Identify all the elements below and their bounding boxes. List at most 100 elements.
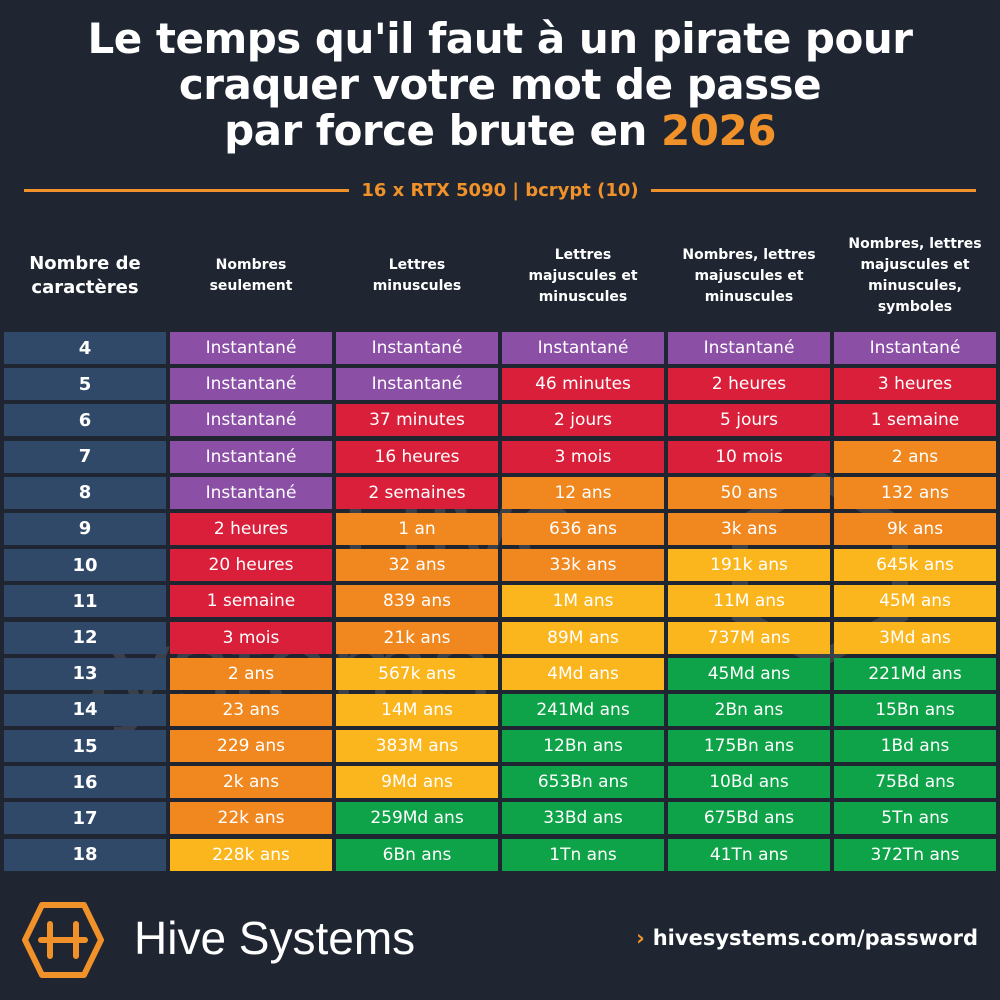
time-cell: Instantané — [170, 332, 332, 364]
time-cell: 89M ans — [502, 621, 664, 654]
column-header-1: Nombres seulement — [170, 226, 332, 326]
time-cell: 11M ans — [668, 585, 830, 618]
column-header-5: Nombres, lettres majuscules et minuscules,… — [834, 226, 996, 326]
time-cell: 228k ans — [170, 838, 332, 871]
time-cell: Instantané — [668, 332, 830, 364]
column-header-line: minuscules, — [868, 278, 962, 294]
time-cell: 10Bd ans — [668, 766, 830, 799]
time-cell: 33k ans — [502, 549, 664, 582]
time-cell: 2 jours — [502, 404, 664, 437]
subtitle-rule-left — [24, 188, 350, 192]
length-cell: 17 — [4, 802, 166, 835]
length-cell: 9 — [4, 512, 166, 545]
time-cell: 1Tn ans — [502, 838, 664, 871]
time-cell: Instantané — [170, 440, 332, 473]
time-cell: 23 ans — [170, 693, 332, 726]
column-header-line: caractères — [31, 277, 139, 298]
time-cell: 2 heures — [170, 512, 332, 545]
password-crack-table: 4 Instantané Instantané Instantané Instantan… — [4, 332, 996, 871]
time-cell: 221Md ans — [834, 657, 996, 690]
hive-hexagon-logo-icon — [22, 902, 104, 978]
time-cell: 1M ans — [502, 585, 664, 618]
column-header-line: Lettres — [554, 246, 612, 263]
column-header-3: Lettres majuscules et minuscules — [502, 226, 664, 326]
time-cell: 37 minutes — [336, 404, 498, 437]
time-cell: 32 ans — [336, 549, 498, 582]
length-cell: 16 — [4, 766, 166, 799]
column-header-4: Nombres, lettres majuscules et minuscules — [668, 226, 830, 326]
time-cell: 5 jours — [668, 404, 830, 437]
time-cell: 259Md ans — [336, 802, 498, 835]
length-cell: 7 — [4, 440, 166, 473]
time-cell: 33Bd ans — [502, 802, 664, 835]
time-cell: 9k ans — [834, 512, 996, 545]
subtitle-row: 16 x RTX 5090 | bcrypt (10) — [24, 176, 977, 204]
title-year: 2026 — [661, 106, 776, 155]
time-cell: 653Bn ans — [502, 766, 664, 799]
time-cell: 5Tn ans — [834, 802, 996, 835]
time-cell: 3k ans — [668, 512, 830, 545]
length-cell: 12 — [4, 621, 166, 654]
title-line-3: par force brute en 2026 — [0, 108, 1000, 154]
time-cell: 2 ans — [834, 440, 996, 473]
time-cell: 20 heures — [170, 549, 332, 582]
title-line-3-prefix: par force brute en — [224, 106, 662, 155]
column-header-line: seulement — [209, 278, 293, 294]
time-cell: 372Tn ans — [834, 838, 996, 871]
time-cell: 737M ans — [668, 621, 830, 654]
length-cell: 5 — [4, 368, 166, 401]
time-cell: 1 semaine — [170, 585, 332, 618]
time-cell: 132 ans — [834, 476, 996, 509]
column-header-line: majuscules et — [860, 257, 970, 273]
time-cell: 22k ans — [170, 802, 332, 835]
time-cell: 45Md ans — [668, 657, 830, 690]
title-line-1: Le temps qu'il faut à un pirate pour — [87, 14, 913, 63]
time-cell: 14M ans — [336, 693, 498, 726]
length-cell: 13 — [4, 657, 166, 690]
column-header-line: Nombres, lettres — [848, 236, 982, 252]
subtitle: 16 x RTX 5090 | bcrypt (10) — [361, 179, 639, 201]
time-cell: 3 heures — [834, 368, 996, 401]
time-cell: Instantané — [170, 368, 332, 401]
subtitle-rule-right — [650, 188, 977, 192]
title-line-2: craquer votre mot de passe — [178, 60, 822, 109]
time-cell: 1Bd ans — [834, 730, 996, 763]
time-cell: 191k ans — [668, 549, 830, 582]
time-cell: 229 ans — [170, 730, 332, 763]
length-cell: 15 — [4, 730, 166, 763]
time-cell: Instantané — [834, 332, 996, 364]
length-cell: 10 — [4, 549, 166, 582]
time-cell: 2 semaines — [336, 476, 498, 509]
column-header-line: Nombre de — [29, 253, 141, 274]
length-cell: 4 — [4, 332, 166, 364]
time-cell: 12Bn ans — [502, 730, 664, 763]
time-cell: 241Md ans — [502, 693, 664, 726]
length-cell: 6 — [4, 404, 166, 437]
column-header-line: majuscules et — [528, 267, 638, 284]
time-cell: 839 ans — [336, 585, 498, 618]
time-cell: 3 mois — [502, 440, 664, 473]
time-cell: 1 semaine — [834, 404, 996, 437]
time-cell: 1 an — [336, 512, 498, 545]
time-cell: 645k ans — [834, 549, 996, 582]
time-cell: 2Bn ans — [668, 693, 830, 726]
column-header-line: Nombres — [215, 257, 287, 273]
time-cell: 2 heures — [668, 368, 830, 401]
time-cell: 41Tn ans — [668, 838, 830, 871]
footer-link-text[interactable]: hivesystems.com/password — [652, 926, 978, 950]
time-cell: 3Md ans — [834, 621, 996, 654]
time-cell: 50 ans — [668, 476, 830, 509]
time-cell: Instantané — [336, 332, 498, 364]
time-cell: 46 minutes — [502, 368, 664, 401]
time-cell: 9Md ans — [336, 766, 498, 799]
time-cell: 2 ans — [170, 657, 332, 690]
column-header-line: minuscules — [372, 278, 462, 294]
column-header-line: majuscules et — [694, 267, 804, 284]
time-cell: 10 mois — [668, 440, 830, 473]
footer-link[interactable]: › hivesystems.com/password — [636, 926, 978, 950]
time-cell: 6Bn ans — [336, 838, 498, 871]
column-header-line: Nombres, lettres — [682, 246, 816, 263]
time-cell: 2k ans — [170, 766, 332, 799]
time-cell: 21k ans — [336, 621, 498, 654]
time-cell: 15Bn ans — [834, 693, 996, 726]
